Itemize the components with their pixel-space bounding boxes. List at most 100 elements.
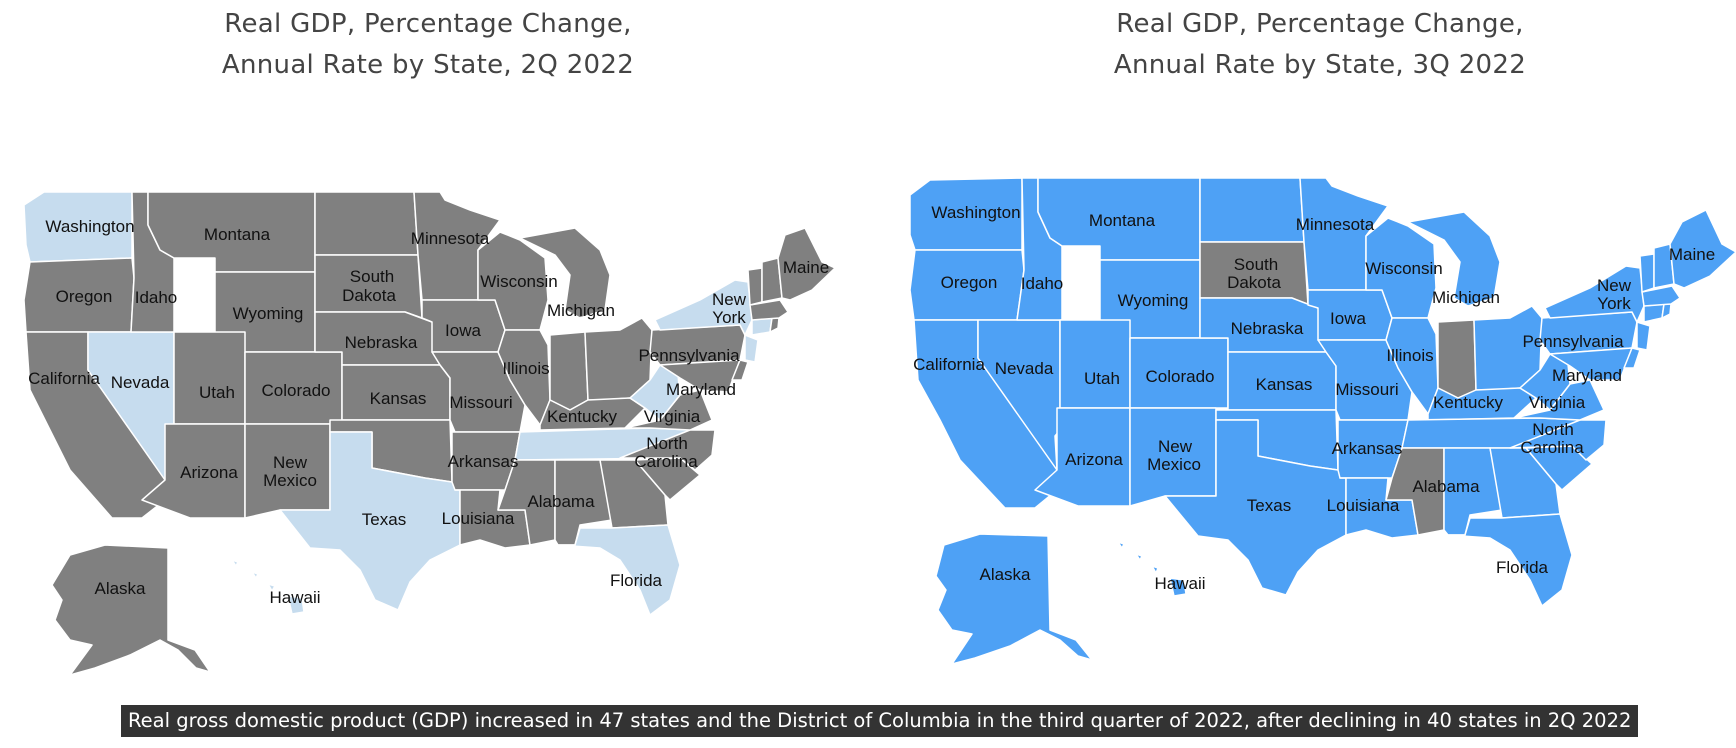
- state-north-dakota[interactable]: [314, 191, 419, 256]
- label-new-york-line1: New: [1597, 276, 1632, 295]
- state-utah[interactable]: [1059, 319, 1131, 409]
- title-line-2: Annual Rate by State, 2Q 2022: [221, 50, 635, 80]
- label-washington: Washington: [931, 203, 1020, 222]
- state-louisiana[interactable]: [454, 489, 531, 549]
- label-north-carolina-line1: North: [646, 434, 688, 453]
- state-maryland[interactable]: [1549, 347, 1633, 381]
- label-nebraska: Nebraska: [1231, 319, 1304, 338]
- label-hawaii: Hawaii: [1154, 574, 1205, 593]
- state-vermont[interactable]: [747, 267, 763, 306]
- state-florida[interactable]: [557, 524, 681, 616]
- state-rhode-island[interactable]: [769, 317, 780, 333]
- state-michigan[interactable]: [519, 227, 611, 319]
- label-wisconsin: Wisconsin: [480, 272, 557, 291]
- state-new-jersey[interactable]: [744, 334, 759, 363]
- state-west-virginia[interactable]: [1519, 353, 1571, 411]
- label-pennsylvania: Pennsylvania: [638, 346, 740, 365]
- title-line-2: Annual Rate by State, 3Q 2022: [1113, 50, 1527, 80]
- label-idaho: Idaho: [1021, 274, 1064, 293]
- label-michigan: Michigan: [1432, 288, 1500, 307]
- state-wisconsin[interactable]: [477, 231, 549, 331]
- label-idaho: Idaho: [135, 288, 178, 307]
- label-iowa: Iowa: [1330, 309, 1366, 328]
- state-minnesota[interactable]: [413, 191, 501, 301]
- label-nevada: Nevada: [111, 373, 170, 392]
- state-texas[interactable]: [279, 431, 461, 611]
- state-maine[interactable]: [777, 227, 836, 301]
- label-alaska: Alaska: [94, 579, 146, 598]
- label-pennsylvania: Pennsylvania: [1522, 332, 1624, 351]
- us-map-3q-2022: Washington Oregon Idaho Montana Wyoming …: [909, 177, 1736, 665]
- state-delaware[interactable]: [1623, 347, 1641, 369]
- state-maryland[interactable]: [659, 359, 741, 393]
- state-rhode-island[interactable]: [1661, 303, 1672, 319]
- state-massachusetts[interactable]: [749, 299, 789, 321]
- label-maryland: Maryland: [1552, 366, 1622, 385]
- label-new-mexico-line1: New: [1158, 437, 1193, 456]
- label-south-dakota-line2: Dakota: [1227, 273, 1281, 292]
- label-kansas: Kansas: [370, 389, 427, 408]
- label-maine: Maine: [783, 258, 829, 277]
- state-wisconsin[interactable]: [1365, 217, 1437, 319]
- label-arizona: Arizona: [1065, 450, 1123, 469]
- state-delaware[interactable]: [731, 359, 749, 381]
- label-texas: Texas: [362, 510, 406, 529]
- state-hawaii[interactable]: [231, 559, 305, 615]
- label-wyoming: Wyoming: [1118, 291, 1189, 310]
- label-alabama: Alabama: [527, 492, 595, 511]
- state-vermont[interactable]: [1639, 253, 1655, 293]
- label-south-dakota-line2: Dakota: [342, 286, 396, 305]
- state-alaska[interactable]: [51, 544, 211, 676]
- label-illinois: Illinois: [502, 359, 549, 378]
- state-west-virginia[interactable]: [629, 364, 681, 421]
- label-hawaii: Hawaii: [269, 588, 320, 607]
- label-alabama: Alabama: [1412, 477, 1480, 496]
- label-kentucky: Kentucky: [1433, 393, 1503, 412]
- label-colorado: Colorado: [262, 381, 331, 400]
- state-louisiana[interactable]: [1339, 477, 1419, 539]
- state-indiana[interactable]: [1437, 319, 1477, 399]
- label-virginia: Virginia: [644, 407, 701, 426]
- label-utah: Utah: [1084, 369, 1120, 388]
- state-hawaii[interactable]: [1117, 541, 1187, 597]
- state-maine[interactable]: [1669, 209, 1736, 289]
- state-indiana[interactable]: [549, 331, 589, 411]
- label-wisconsin: Wisconsin: [1365, 259, 1442, 278]
- state-florida[interactable]: [1447, 513, 1573, 607]
- state-utah[interactable]: [173, 331, 246, 425]
- state-connecticut[interactable]: [1643, 303, 1665, 323]
- label-colorado: Colorado: [1146, 367, 1215, 386]
- label-missouri: Missouri: [449, 393, 512, 412]
- label-california: California: [28, 369, 100, 388]
- state-alaska[interactable]: [935, 533, 1093, 665]
- map-title-2q-2022: Real GDP, Percentage Change, Annual Rate…: [118, 4, 738, 86]
- label-alaska: Alaska: [979, 565, 1031, 584]
- label-virginia: Virginia: [1529, 393, 1586, 412]
- label-maryland: Maryland: [666, 380, 736, 399]
- label-oregon: Oregon: [56, 287, 113, 306]
- label-south-dakota-line1: South: [350, 267, 394, 286]
- state-connecticut[interactable]: [751, 317, 773, 336]
- label-california: California: [913, 355, 985, 374]
- label-north-carolina-line2: Carolina: [1520, 438, 1584, 457]
- label-north-carolina-line2: Carolina: [634, 452, 698, 471]
- label-new-mexico-line1: New: [273, 453, 308, 472]
- state-texas[interactable]: [1164, 419, 1347, 596]
- state-new-jersey[interactable]: [1636, 321, 1651, 351]
- summary-caption: Real gross domestic product (GDP) increa…: [121, 705, 1639, 737]
- label-new-york-line2: York: [1597, 294, 1631, 313]
- state-north-dakota[interactable]: [1199, 177, 1305, 243]
- label-wyoming: Wyoming: [233, 304, 304, 323]
- state-georgia[interactable]: [599, 459, 669, 529]
- label-nebraska: Nebraska: [345, 333, 418, 352]
- state-michigan[interactable]: [1407, 211, 1501, 307]
- state-massachusetts[interactable]: [1641, 285, 1681, 307]
- label-missouri: Missouri: [1335, 380, 1398, 399]
- label-minnesota: Minnesota: [1296, 215, 1375, 234]
- label-south-dakota-line1: South: [1234, 255, 1278, 274]
- label-arizona: Arizona: [180, 463, 238, 482]
- label-north-carolina-line1: North: [1532, 420, 1574, 439]
- label-iowa: Iowa: [445, 321, 481, 340]
- label-new-york-line2: York: [712, 308, 746, 327]
- label-texas: Texas: [1247, 496, 1291, 515]
